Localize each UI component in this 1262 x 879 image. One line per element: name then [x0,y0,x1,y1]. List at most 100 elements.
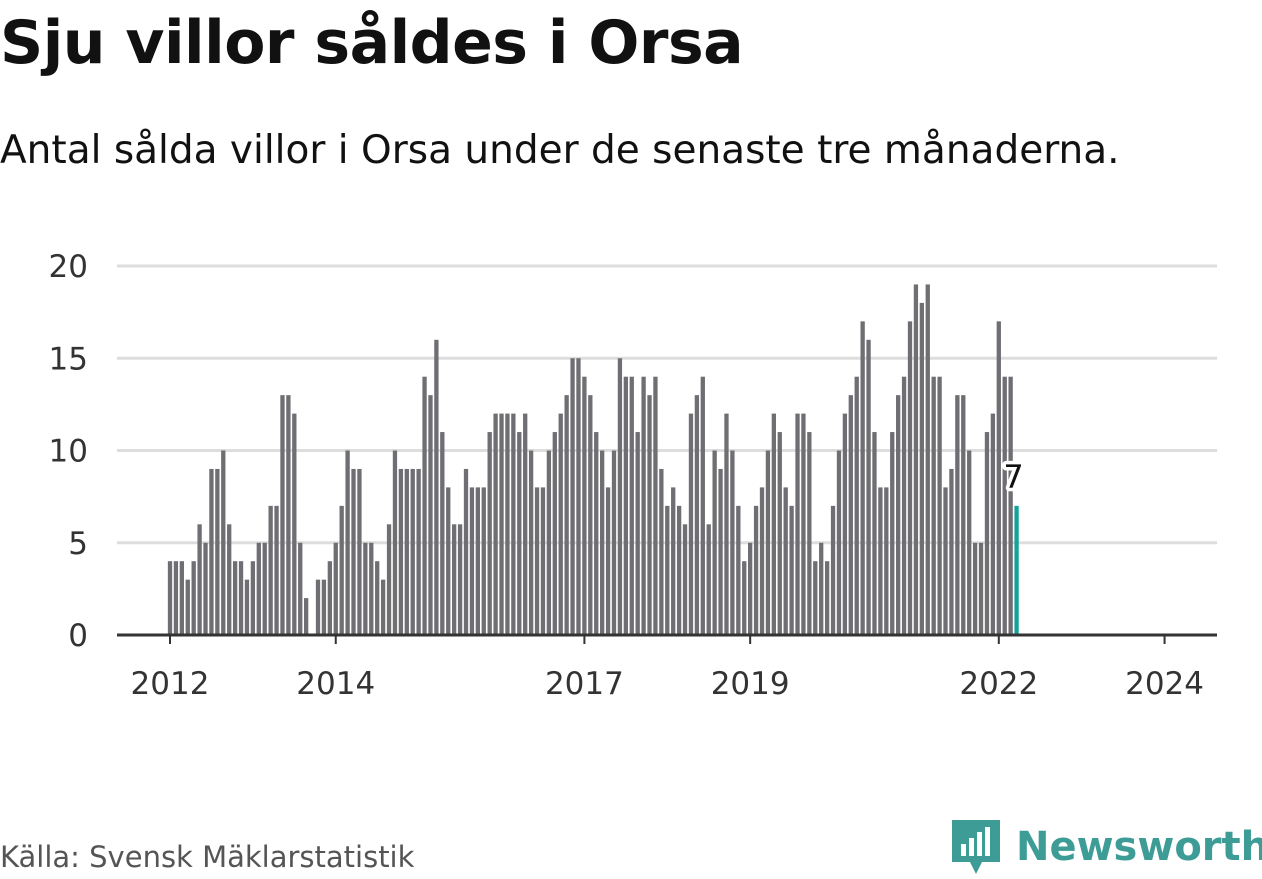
bar [215,468,220,635]
axes: 0 5 10 15 20 2012 2014 2017 2019 2022 2024 7 [49,249,1217,702]
bar [694,395,700,635]
x-tick-label: 2024 [1125,666,1204,702]
chart-title: Sju villor såldes i Orsa [0,8,744,78]
bar [836,450,842,635]
bar [890,432,895,635]
bar [605,487,611,635]
bar [380,579,386,635]
bar [440,432,445,635]
bar [221,450,226,635]
chart-subtitle: Antal sålda villor i Orsa under de senas… [0,128,1120,173]
bar [872,432,877,635]
bar [795,413,800,635]
bar [286,395,291,635]
bar [517,432,522,635]
bar [321,579,327,635]
newsworthy-logo-icon [952,820,1000,874]
bar [671,487,676,635]
bar [558,413,563,635]
bar [777,432,782,635]
brand-logo[interactable]: Newsworthy [950,818,1262,876]
bar [748,542,753,635]
bar [428,395,433,635]
bar [185,579,190,635]
bar [736,505,741,635]
bar [600,450,605,635]
y-tick-label: 10 [49,434,88,470]
bar [848,395,853,635]
bars [167,284,1019,635]
bar [724,413,729,635]
bar [588,395,593,635]
bar [718,468,723,635]
bar [244,579,250,635]
bar [250,561,256,635]
bar [167,561,173,635]
bar [505,413,510,635]
bar [901,376,907,635]
bar [896,395,901,635]
bar [238,561,244,635]
bar [706,524,711,635]
bar [842,413,848,635]
bar [742,561,747,635]
bar [262,542,267,635]
bar [434,339,439,635]
bar [1008,376,1013,635]
bar [351,468,356,635]
bar [582,376,587,635]
bar [789,505,794,635]
bar [990,413,996,635]
bar [375,561,380,635]
bar [552,432,557,635]
bar [292,413,297,635]
bar [392,450,398,635]
bar [274,505,279,635]
bar [913,284,919,635]
bar [919,302,924,635]
bar [623,376,628,635]
bar [369,542,374,635]
bar [955,395,960,635]
bar [878,487,883,635]
bar [949,468,954,635]
bar [594,432,599,635]
bar [925,284,930,635]
bar [209,468,214,635]
x-tick-label: 2019 [711,666,790,702]
bar [268,505,273,635]
bar [363,542,368,635]
bar [961,395,966,635]
bar [232,561,238,635]
bar [280,395,285,635]
bar [203,542,208,635]
bar [771,413,776,635]
x-tick-label: 2014 [296,666,375,702]
bar [416,468,421,635]
bar [298,542,303,635]
bar [759,487,765,635]
bar [967,450,972,635]
bar [333,542,338,635]
bar [807,432,812,635]
x-tick-label: 2012 [131,666,210,702]
bar [534,487,540,635]
bar [765,450,771,635]
y-tick-label: 15 [49,341,88,377]
bar [463,468,469,635]
bar [345,450,350,635]
bar [452,524,457,635]
bar [830,505,836,635]
bar [611,450,617,635]
bar [487,432,492,635]
bar [972,542,978,635]
bar [978,542,984,635]
bar [227,524,232,635]
bar [783,487,788,635]
bar [304,598,309,635]
bar [647,395,652,635]
bar [931,376,936,635]
bar [700,376,705,635]
bar [475,487,480,635]
